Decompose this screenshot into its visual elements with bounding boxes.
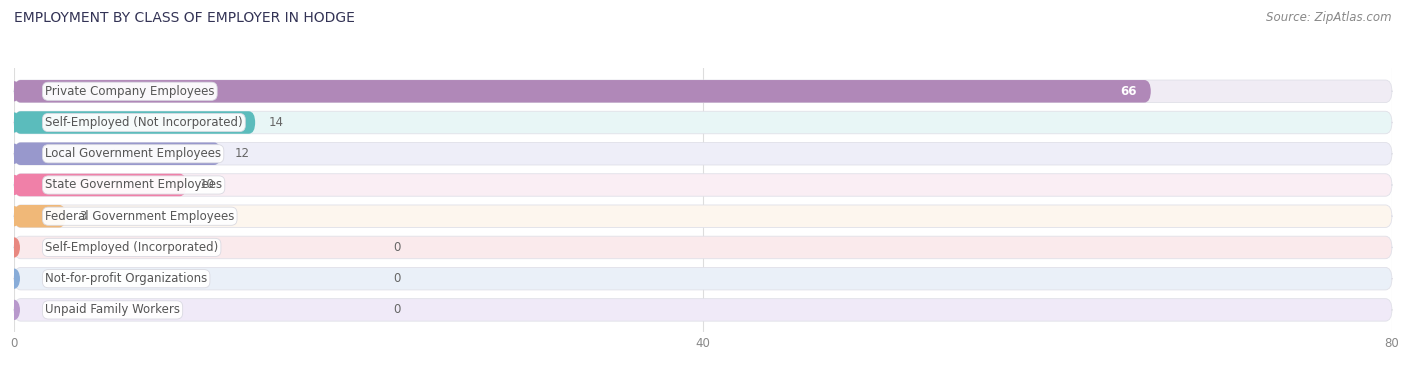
FancyBboxPatch shape <box>14 111 256 134</box>
Circle shape <box>8 113 20 132</box>
FancyBboxPatch shape <box>14 267 1392 290</box>
Circle shape <box>8 238 20 257</box>
Text: Self-Employed (Not Incorporated): Self-Employed (Not Incorporated) <box>45 116 243 129</box>
Circle shape <box>8 176 20 195</box>
Text: Not-for-profit Organizations: Not-for-profit Organizations <box>45 272 207 285</box>
FancyBboxPatch shape <box>14 80 1152 103</box>
Text: 12: 12 <box>235 147 249 160</box>
FancyBboxPatch shape <box>14 205 1392 227</box>
Text: 0: 0 <box>394 241 401 254</box>
Text: 66: 66 <box>1121 85 1137 98</box>
Text: EMPLOYMENT BY CLASS OF EMPLOYER IN HODGE: EMPLOYMENT BY CLASS OF EMPLOYER IN HODGE <box>14 11 354 25</box>
Circle shape <box>8 300 20 319</box>
FancyBboxPatch shape <box>14 174 186 196</box>
Circle shape <box>8 82 20 101</box>
FancyBboxPatch shape <box>14 111 1392 134</box>
Text: Source: ZipAtlas.com: Source: ZipAtlas.com <box>1267 11 1392 24</box>
FancyBboxPatch shape <box>14 174 1392 196</box>
FancyBboxPatch shape <box>14 236 1392 259</box>
Text: Private Company Employees: Private Company Employees <box>45 85 215 98</box>
Text: 14: 14 <box>269 116 284 129</box>
Text: 10: 10 <box>200 178 215 192</box>
Circle shape <box>8 144 20 163</box>
Circle shape <box>8 207 20 226</box>
FancyBboxPatch shape <box>14 80 1392 103</box>
Text: 0: 0 <box>394 303 401 316</box>
Text: State Government Employees: State Government Employees <box>45 178 222 192</box>
Text: Unpaid Family Workers: Unpaid Family Workers <box>45 303 180 316</box>
Circle shape <box>8 269 20 288</box>
Text: Federal Government Employees: Federal Government Employees <box>45 210 235 223</box>
FancyBboxPatch shape <box>14 143 221 165</box>
FancyBboxPatch shape <box>14 143 1392 165</box>
Text: Self-Employed (Incorporated): Self-Employed (Incorporated) <box>45 241 218 254</box>
Text: 3: 3 <box>80 210 87 223</box>
Text: Local Government Employees: Local Government Employees <box>45 147 221 160</box>
Text: 0: 0 <box>394 272 401 285</box>
FancyBboxPatch shape <box>14 299 1392 321</box>
FancyBboxPatch shape <box>14 205 66 227</box>
